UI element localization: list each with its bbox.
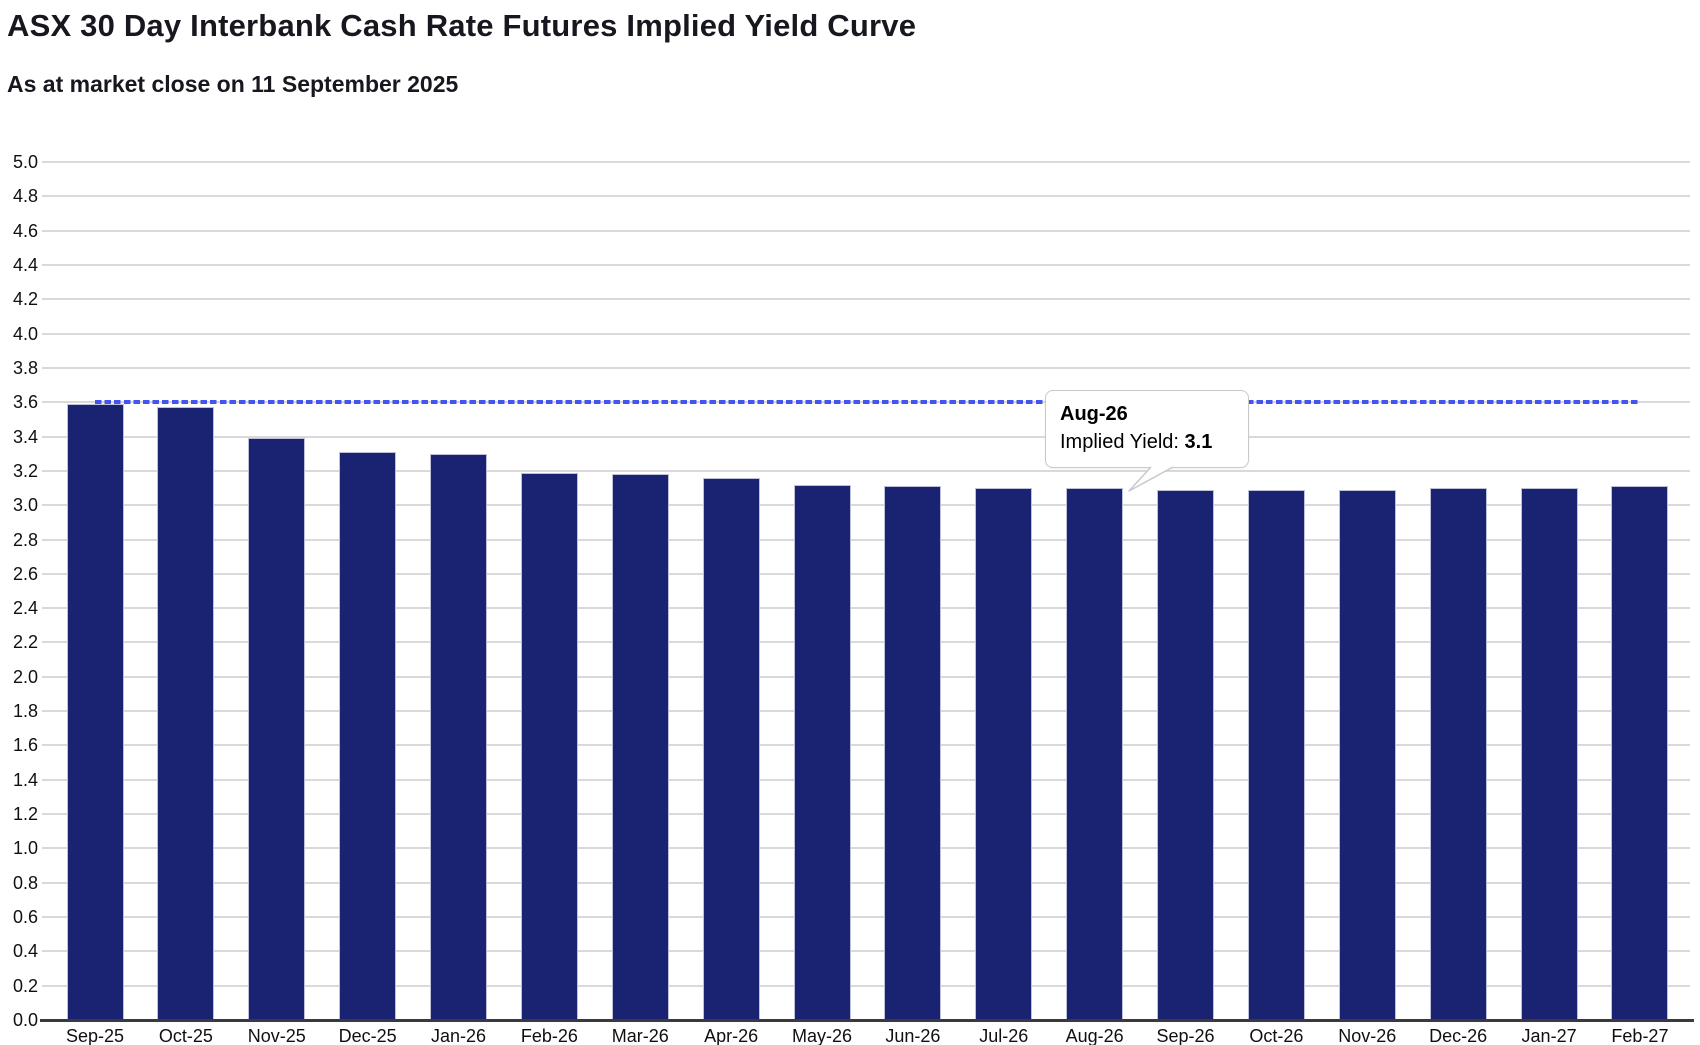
gridline-1.0 [42, 847, 1690, 850]
y-tick-label-2.4: 2.4 [12, 598, 38, 619]
bar-jan-27[interactable] [1520, 488, 1578, 1020]
chart-subtitle: As at market close on 11 September 2025 [7, 71, 459, 97]
y-tick-label-2.8: 2.8 [12, 529, 38, 550]
y-tick-label-0.0: 0.0 [12, 1010, 38, 1030]
bar-oct-25[interactable] [157, 407, 215, 1020]
y-tick-label-1.6: 1.6 [12, 735, 38, 756]
tooltip-value-line: Implied Yield: 3.1 [1060, 428, 1248, 457]
gridline-4.8 [42, 195, 1690, 198]
gridline-0.6 [42, 916, 1690, 919]
y-tick-label-2.6: 2.6 [12, 563, 38, 584]
y-tick-label-4.0: 4.0 [12, 323, 38, 344]
x-tick-label-nov-26: Nov-26 [1338, 1026, 1397, 1045]
gridline-2.2 [42, 641, 1690, 644]
gridline-1.6 [42, 744, 1690, 747]
gridline-2.0 [42, 675, 1690, 678]
gridline-3.4 [42, 435, 1690, 438]
gridline-1.4 [42, 778, 1690, 781]
bar-nov-26[interactable] [1338, 489, 1396, 1020]
gridline-3.2 [42, 469, 1690, 472]
y-tick-label-3.2: 3.2 [12, 460, 38, 481]
gridline-4.0 [42, 332, 1690, 335]
bar-jun-26[interactable] [884, 486, 942, 1020]
x-tick-label-may-26: May-26 [792, 1026, 853, 1045]
bar-jul-26[interactable] [975, 488, 1033, 1020]
x-tick-label-jan-26: Jan-26 [430, 1026, 487, 1045]
bar-nov-25[interactable] [248, 438, 306, 1020]
x-tick-label-sep-26: Sep-26 [1156, 1026, 1215, 1045]
gridline-4.2 [42, 298, 1690, 301]
y-tick-label-4.8: 4.8 [12, 186, 38, 207]
tooltip-title: Aug-26 [1060, 403, 1128, 425]
x-tick-label-mar-26: Mar-26 [611, 1026, 669, 1045]
gridline-0.4 [42, 950, 1690, 953]
bar-oct-26[interactable] [1247, 489, 1305, 1020]
y-tick-label-1.4: 1.4 [12, 769, 38, 790]
bar-dec-25[interactable] [339, 452, 397, 1020]
y-tick-label-4.4: 4.4 [12, 254, 38, 275]
x-tick-label-aug-26: Aug-26 [1065, 1026, 1124, 1045]
x-axis-line [40, 1018, 1694, 1022]
x-tick-label-apr-26: Apr-26 [704, 1026, 759, 1045]
y-tick-label-5.0: 5.0 [12, 152, 38, 172]
x-tick-label-oct-25: Oct-25 [158, 1026, 213, 1045]
y-tick-label-3.6: 3.6 [12, 392, 38, 413]
bar-feb-27[interactable] [1611, 486, 1669, 1020]
y-tick-label-3.0: 3.0 [12, 495, 38, 516]
bar-sep-26[interactable] [1157, 489, 1215, 1020]
x-tick-label-dec-26: Dec-26 [1429, 1026, 1488, 1045]
y-tick-label-0.2: 0.2 [12, 975, 38, 996]
bar-sep-25[interactable] [66, 403, 124, 1020]
tooltip-tail-icon [1128, 466, 1174, 492]
chart-title: ASX 30 Day Interbank Cash Rate Futures I… [7, 8, 917, 43]
bar-dec-26[interactable] [1429, 488, 1487, 1020]
y-tick-label-2.2: 2.2 [12, 632, 38, 653]
gridline-4.4 [42, 263, 1690, 266]
y-tick-label-1.2: 1.2 [12, 804, 38, 825]
gridline-0.8 [42, 881, 1690, 884]
gridline-4.6 [42, 229, 1690, 232]
y-tick-label-0.6: 0.6 [12, 907, 38, 928]
y-tick-label-4.6: 4.6 [12, 220, 38, 241]
bar-jan-26[interactable] [430, 453, 488, 1020]
x-tick-label-jun-26: Jun-26 [885, 1026, 941, 1045]
bar-apr-26[interactable] [702, 477, 760, 1020]
x-tick-label-jul-26: Jul-26 [979, 1026, 1029, 1045]
y-tick-label-1.8: 1.8 [12, 701, 38, 722]
gridline-1.8 [42, 710, 1690, 713]
x-tick-label-sep-25: Sep-25 [65, 1026, 125, 1045]
gridline-3.0 [42, 504, 1690, 507]
y-tick-label-2.0: 2.0 [12, 666, 38, 687]
y-tick-label-4.2: 4.2 [12, 289, 38, 310]
gridline-2.8 [42, 538, 1690, 541]
tooltip-label: Implied Yield: [1060, 431, 1185, 453]
y-tick-label-3.4: 3.4 [12, 426, 38, 447]
y-tick-label-0.4: 0.4 [12, 941, 38, 962]
gridline-0.2 [42, 984, 1690, 987]
x-tick-label-feb-27: Feb-27 [1611, 1026, 1669, 1045]
y-tick-label-0.8: 0.8 [12, 872, 38, 893]
x-tick-label-jan-27: Jan-27 [1521, 1026, 1577, 1045]
gridline-2.4 [42, 607, 1690, 610]
reference-line-dashed [95, 400, 1638, 405]
y-tick-label-1.0: 1.0 [12, 838, 38, 859]
bar-feb-26[interactable] [520, 472, 578, 1020]
x-tick-label-oct-26: Oct-26 [1249, 1026, 1304, 1045]
bar-aug-26[interactable] [1066, 488, 1124, 1020]
gridline-1.2 [42, 813, 1690, 816]
x-tick-label-feb-26: Feb-26 [520, 1026, 578, 1045]
gridline-2.6 [42, 572, 1690, 575]
gridline-5.0 [42, 161, 1690, 163]
x-tick-label-nov-25: Nov-25 [247, 1026, 306, 1045]
bar-may-26[interactable] [793, 484, 851, 1020]
x-tick-label-dec-25: Dec-25 [338, 1026, 397, 1045]
gridline-3.8 [42, 366, 1690, 369]
y-tick-label-3.8: 3.8 [12, 357, 38, 378]
tooltip: Aug-26 Implied Yield: 3.1 [1045, 390, 1249, 492]
tooltip-value: 3.1 [1184, 431, 1213, 453]
bar-mar-26[interactable] [611, 474, 669, 1020]
